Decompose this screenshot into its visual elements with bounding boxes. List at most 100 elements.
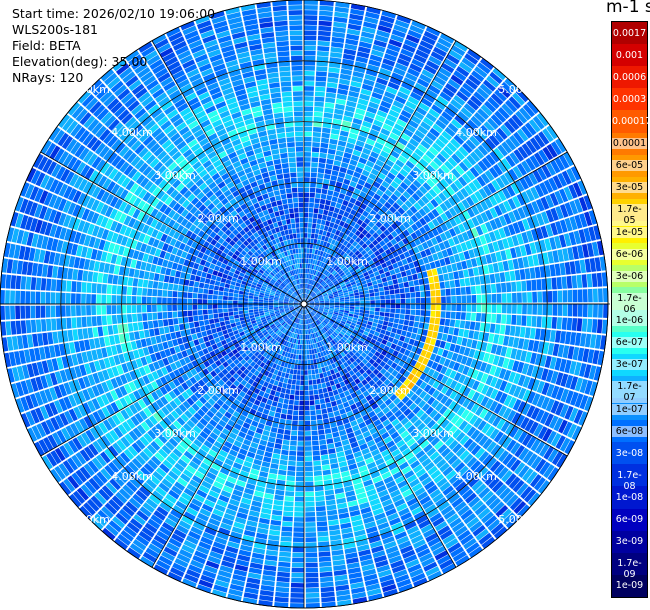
range-gate-cell [270,389,276,396]
range-gate-cell [294,517,304,522]
range-gate-cell [503,213,512,225]
range-gate-cell [361,259,368,265]
range-gate-cell [441,375,449,385]
range-gate-cell [592,288,598,303]
range-gate-cell [570,332,577,346]
range-gate-cell [394,313,400,319]
range-gate-cell [492,67,506,81]
range-gate-cell [410,304,416,310]
range-gate-cell [297,431,304,436]
range-gate-cell [507,304,512,314]
range-gate-cell [382,95,394,104]
range-gate-cell [496,127,508,140]
range-gate-cell [313,264,317,270]
range-gate-cell [305,471,313,477]
range-gate-cell [440,222,448,232]
range-gate-cell [333,234,339,241]
range-gate-cell [333,293,339,296]
range-gate-cell [344,147,354,154]
range-gate-cell [501,141,513,154]
range-gate-cell [277,428,285,435]
range-gate-cell [503,120,516,134]
range-gate-cell [353,223,361,230]
range-gate-cell [316,71,327,77]
range-gate-cell [373,288,379,293]
range-gate-cell [285,424,292,430]
range-gate-cell [287,378,292,385]
range-gate-cell [271,401,278,407]
range-gate-cell [350,81,362,88]
range-gate-cell [389,313,395,318]
range-gate-cell [313,121,322,127]
range-gate-cell [479,275,486,285]
range-gate-cell [317,363,321,369]
range-gate-cell [307,295,310,300]
range-gate-cell [447,157,458,168]
range-gate-cell [448,228,457,237]
range-gate-cell [412,87,425,97]
range-gate-cell [577,245,584,259]
range-gate-cell [357,262,364,268]
range-gate-cell [352,286,358,291]
range-gate-cell [499,272,506,283]
range-gate-cell [544,238,552,251]
range-gate-cell [365,256,372,262]
range-gate-cell [466,259,473,269]
range-gate-cell [318,20,332,27]
range-gate-cell [481,304,487,313]
range-gate-cell [283,511,294,517]
range-gate-cell [358,246,364,253]
range-gate-cell [488,354,495,364]
range-gate-cell [383,286,389,291]
range-gate-cell [403,319,410,326]
range-gate-cell [396,91,409,100]
range-gate-cell [348,231,355,238]
range-gate-cell [310,274,314,280]
range-gate-cell [346,28,361,36]
range-gate-cell [344,195,351,202]
range-gate-cell [526,405,536,418]
range-gate-cell [365,138,376,146]
range-gate-cell [431,218,440,227]
range-gate-cell [288,460,296,466]
range-gate-cell [362,147,371,155]
range-gate-cell [420,310,426,316]
range-gate-cell [300,339,303,345]
range-gate-cell [392,146,403,155]
range-gate-cell [313,297,319,301]
range-gate-cell [570,166,581,181]
range-gate-cell [446,53,460,65]
range-gate-cell [425,310,431,317]
range-gate-cell [373,164,382,172]
range-gate-cell [368,221,375,228]
range-gate-cell [321,596,336,603]
range-gate-cell [532,379,541,392]
range-gate-cell [462,221,471,231]
range-gate-cell [361,334,368,340]
range-gate-cell [516,193,526,206]
range-gate-cell [492,241,500,252]
range-gate-cell [378,316,385,321]
range-gate-cell [360,88,372,96]
range-gate-cell [349,278,355,283]
range-gate-cell [531,393,541,406]
range-gate-cell [318,162,326,169]
range-gate-cell [366,213,374,221]
range-gate-cell [389,206,397,214]
range-gate-cell [307,295,311,300]
range-gate-cell [539,182,549,196]
range-gate-cell [440,289,446,296]
range-gate-cell [336,93,347,100]
range-gate-cell [318,272,322,278]
range-gate-cell [465,78,478,90]
range-gate-cell [470,193,479,204]
range-gate-cell [307,365,311,370]
range-gate-cell [569,216,578,231]
range-gate-cell [481,157,492,169]
range-gate-cell [511,412,521,425]
range-gate-cell [325,220,331,227]
range-gate-cell [345,248,352,255]
range-gate-cell [329,299,335,302]
range-gate-cell [323,310,329,313]
range-gate-cell [293,349,297,354]
